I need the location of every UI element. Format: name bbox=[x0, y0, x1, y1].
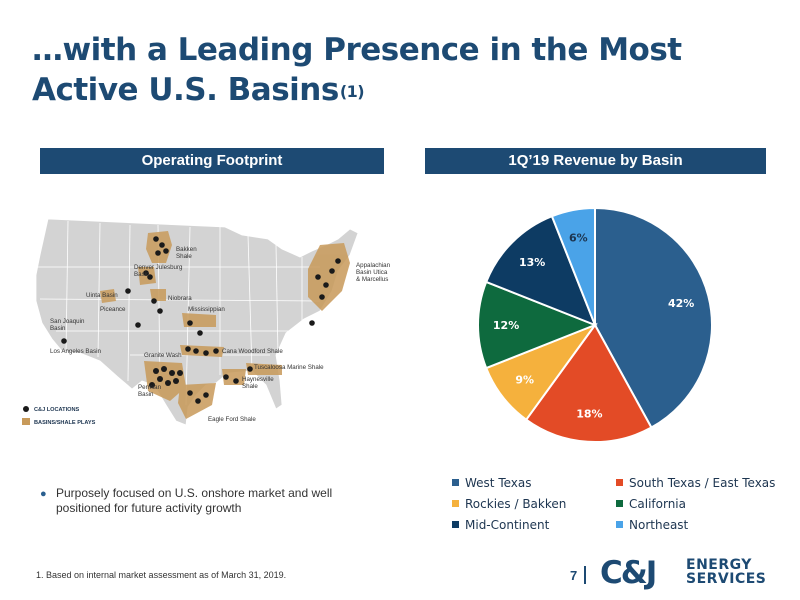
bullet-point: ● Purposely focused on U.S. onshore mark… bbox=[40, 486, 370, 516]
pie-label-rockies-bakken: 9% bbox=[515, 373, 534, 386]
basin-niobrara bbox=[150, 289, 166, 301]
legend-label: California bbox=[629, 497, 686, 511]
pie-label-california: 12% bbox=[493, 319, 519, 332]
basin-uinta bbox=[100, 289, 116, 303]
legend-item-rockies-bakken: Rockies / Bakken bbox=[452, 495, 566, 513]
legend-swatch bbox=[616, 479, 623, 486]
map-labels: Bakken Shale Denver Julesburg Basin Uinta … bbox=[50, 246, 391, 423]
location-dots bbox=[61, 236, 341, 404]
footnote: 1. Based on internal market assessment a… bbox=[36, 570, 287, 580]
legend-basins-label: BASINS/SHALE PLAYS bbox=[34, 420, 96, 426]
label-haynesville: Haynesville Shale bbox=[242, 376, 274, 390]
bullet-text: Purposely focused on U.S. onshore market… bbox=[56, 486, 333, 515]
operating-footprint-header: Operating Footprint bbox=[40, 148, 384, 174]
legend-swatch bbox=[616, 521, 623, 528]
basin-dj bbox=[138, 267, 156, 285]
label-piceance: Piceance bbox=[100, 306, 126, 313]
legend-swatch bbox=[616, 500, 623, 507]
label-la: Los Angeles Basin bbox=[50, 348, 101, 355]
cj-energy-logo: C&J ENERGY SERVICES bbox=[600, 556, 790, 590]
state-borders bbox=[38, 220, 321, 406]
pie-label-northeast: 6% bbox=[569, 232, 588, 245]
us-basins-map: Bakken Shale Denver Julesburg Basin Uinta … bbox=[22, 218, 391, 426]
basin-tuscaloosa bbox=[246, 363, 282, 375]
label-appalachian: Appalachian Basin Utica & Marcellus bbox=[356, 262, 391, 283]
pie-label-west-texas: 42% bbox=[668, 297, 694, 310]
label-bakken: Bakken Shale bbox=[176, 246, 197, 260]
legend-label: Rockies / Bakken bbox=[465, 497, 567, 511]
label-uinta: Uinta Basin bbox=[86, 292, 118, 299]
basin-bakken bbox=[146, 231, 172, 263]
pie-label-mid-continent: 13% bbox=[519, 256, 545, 269]
legend-location-dot bbox=[23, 406, 29, 412]
label-tuscaloosa: Tuscaloosa Marine Shale bbox=[254, 364, 324, 371]
logo-mark: C&J bbox=[600, 555, 657, 591]
page-divider bbox=[584, 566, 586, 584]
bullet-dot-icon: ● bbox=[40, 488, 47, 500]
legend-label: South Texas / East Texas bbox=[629, 476, 776, 490]
logo-wordmark: ENERGY SERVICES bbox=[686, 558, 766, 586]
legend-label: Mid-Continent bbox=[465, 518, 550, 532]
label-sjv: San Joaquin Basin bbox=[50, 318, 85, 332]
pie-slice-south-east-texas bbox=[524, 323, 653, 443]
legend-label: West Texas bbox=[465, 476, 532, 490]
basin-granite bbox=[180, 345, 224, 357]
legend-basin-swatch bbox=[22, 418, 30, 425]
legend-locations-label: C&J LOCATIONS bbox=[34, 407, 80, 413]
legend-item-mid-continent: Mid-Continent bbox=[452, 516, 549, 534]
label-mississippian: Mississippian bbox=[188, 306, 225, 313]
page-title: …with a Leading Presence in the Most Act… bbox=[32, 30, 732, 110]
label-cana: Cana Woodford Shale bbox=[222, 348, 283, 355]
revenue-by-basin-header: 1Q’19 Revenue by Basin bbox=[425, 148, 766, 174]
revenue-pie-chart: 42% 18% 9% 12% 13% 6% bbox=[477, 206, 713, 443]
legend-item-northeast: Northeast bbox=[616, 516, 688, 534]
pie-slice-northeast bbox=[550, 206, 596, 326]
label-permian: Permian Basin bbox=[138, 384, 162, 398]
legend-swatch bbox=[452, 521, 459, 528]
logo-line-2: SERVICES bbox=[686, 571, 767, 587]
legend-item-west-texas: West Texas bbox=[452, 474, 532, 492]
pie-slice-mid-continent bbox=[484, 214, 597, 327]
legend-item-south-east-texas: South Texas / East Texas bbox=[616, 474, 775, 492]
title-footnote-ref: (1) bbox=[339, 82, 365, 101]
basin-mississippian bbox=[182, 313, 216, 327]
legend-swatch bbox=[452, 500, 459, 507]
legend-item-california: California bbox=[616, 495, 686, 513]
map-legend: C&J LOCATIONS BASINS/SHALE PLAYS bbox=[22, 406, 96, 426]
label-granite: Granite Wash bbox=[144, 352, 182, 359]
label-niobrara: Niobrara bbox=[168, 295, 192, 302]
logo-line-1: ENERGY bbox=[686, 557, 752, 573]
page-number: 7 bbox=[570, 568, 578, 583]
legend-swatch bbox=[452, 479, 459, 486]
pie-slice-california bbox=[477, 280, 598, 370]
label-dj: Denver Julesburg Basin bbox=[134, 264, 183, 278]
title-line-1: …with a Leading Presence in the Most bbox=[32, 32, 682, 68]
basin-haynesville bbox=[222, 369, 246, 385]
pie-slice-west-texas bbox=[594, 206, 713, 429]
title-line-2: Active U.S. Basins bbox=[32, 72, 339, 108]
label-eagle: Eagle Ford Shale bbox=[208, 416, 256, 423]
legend-label: Northeast bbox=[629, 518, 689, 532]
pie-label-south-east-texas: 18% bbox=[576, 408, 602, 421]
